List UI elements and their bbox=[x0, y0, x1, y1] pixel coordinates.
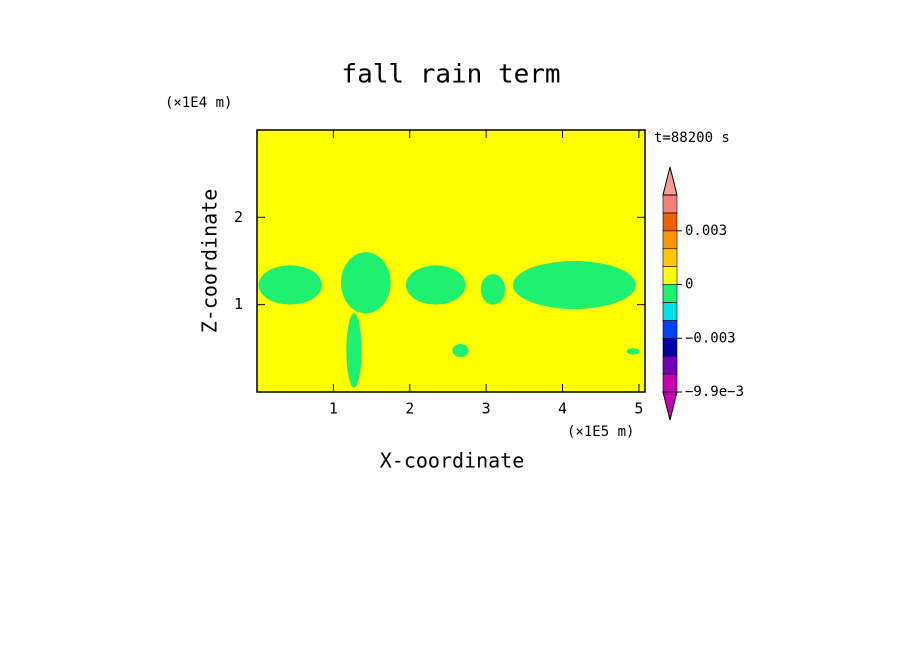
plot-frame bbox=[256, 129, 646, 393]
colorbar-tick-label: −0.003 bbox=[685, 330, 736, 346]
colorbar-tick-label: −9.9e−3 bbox=[685, 384, 744, 400]
y-tick-label: 2 bbox=[234, 208, 243, 226]
colorbar-extend bbox=[662, 391, 678, 421]
colorbar-segment bbox=[662, 266, 678, 285]
colorbar-segment bbox=[662, 337, 678, 357]
colorbar-tick-label: 0 bbox=[685, 277, 693, 293]
colorbar-segment bbox=[662, 284, 678, 303]
contour-region bbox=[512, 261, 636, 310]
colorbar-segment bbox=[662, 248, 678, 267]
time-label: t=88200 s bbox=[654, 130, 730, 146]
colorbar-segment bbox=[662, 212, 678, 232]
x-tick-label: 2 bbox=[405, 400, 414, 418]
contour-region bbox=[346, 313, 362, 388]
x-tick-label: 5 bbox=[634, 400, 643, 418]
x-tick-label: 4 bbox=[558, 400, 567, 418]
contour-region bbox=[452, 343, 469, 358]
colorbar-extend bbox=[662, 166, 678, 196]
x-axis-label: X-coordinate bbox=[380, 449, 525, 473]
colorbar-segment bbox=[662, 302, 678, 321]
contour-region bbox=[258, 265, 322, 305]
colorbar-segment bbox=[662, 194, 678, 214]
colorbar-segment bbox=[662, 373, 678, 393]
y-axis-label: Z-coordinate bbox=[198, 189, 222, 334]
y-unit: (×1E4 m) bbox=[165, 95, 232, 111]
x-tick-label: 1 bbox=[329, 400, 338, 418]
colorbar-segment bbox=[662, 320, 678, 339]
contour-region bbox=[341, 252, 391, 314]
colorbar-tick-label: 0.003 bbox=[685, 223, 727, 239]
field-background bbox=[257, 130, 645, 392]
chart-title: fall rain term bbox=[341, 60, 560, 90]
x-unit: (×1E5 m) bbox=[567, 424, 634, 440]
contour-region bbox=[480, 274, 506, 305]
colorbar-segment bbox=[662, 230, 678, 250]
x-tick-label: 3 bbox=[482, 400, 491, 418]
contour-region bbox=[405, 265, 466, 305]
colorbar-segment bbox=[662, 355, 678, 375]
y-tick-label: 1 bbox=[234, 295, 243, 313]
contour-region bbox=[626, 348, 640, 355]
